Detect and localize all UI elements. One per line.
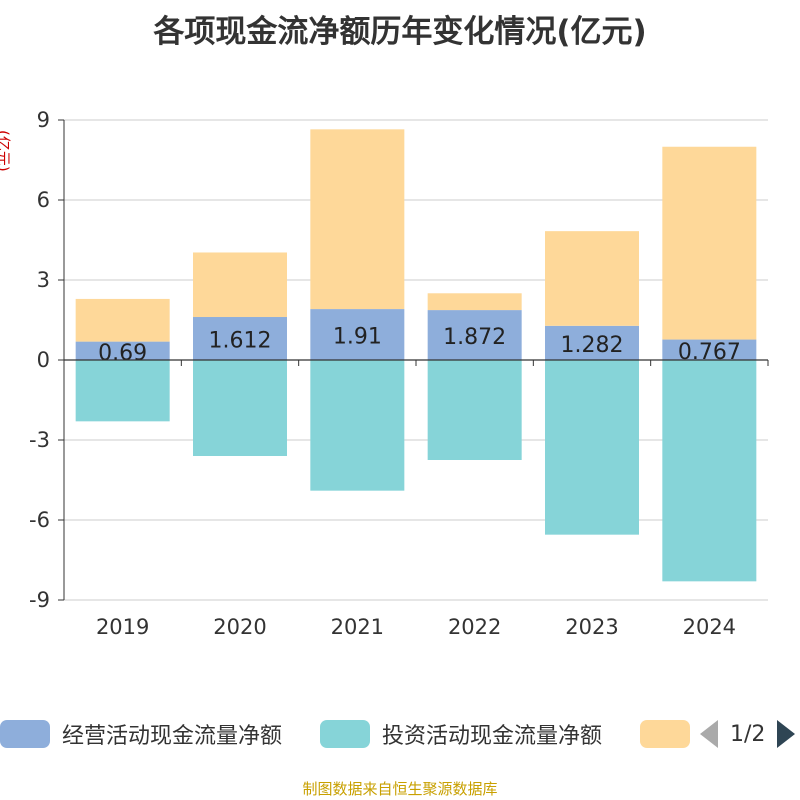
x-tick-label: 2024 — [683, 615, 736, 639]
y-tick-label: 0 — [37, 348, 50, 372]
legend-next-icon[interactable] — [777, 720, 796, 748]
y-tick-label: -9 — [29, 588, 50, 612]
bar-investing-2024 — [662, 360, 757, 582]
y-tick-label: 6 — [37, 188, 50, 212]
legend-item-third[interactable] — [640, 716, 702, 752]
bar-investing-2021 — [310, 360, 405, 491]
legend-item-operating[interactable]: 经营活动现金流量净额 — [0, 716, 282, 752]
x-tick-label: 2020 — [213, 615, 266, 639]
bar-operating-2022 — [427, 310, 522, 360]
y-tick-label: 9 — [37, 108, 50, 132]
bar-operating-2019 — [75, 341, 170, 360]
bar-third-2022 — [427, 293, 522, 311]
bar-third-2021 — [310, 129, 405, 310]
data-label-operating: 1.91 — [333, 325, 382, 350]
bar-investing-2023 — [545, 360, 639, 535]
bar-operating-2021 — [310, 309, 405, 360]
bar-third-2024 — [662, 146, 757, 340]
legend-swatch-investing — [320, 720, 370, 748]
bar-third-2023 — [545, 231, 639, 326]
x-tick-label: 2021 — [331, 615, 384, 639]
legend-swatch-third — [640, 720, 690, 748]
bar-operating-2024 — [662, 339, 757, 360]
bar-investing-2022 — [427, 360, 522, 460]
bar-operating-2023 — [545, 325, 639, 360]
data-label-operating: 1.612 — [209, 329, 272, 354]
legend: 经营活动现金流量净额 投资活动现金流量净额 1/2 — [0, 716, 800, 756]
data-label-operating: 1.872 — [443, 325, 506, 350]
legend-prev-icon[interactable] — [700, 720, 718, 748]
data-label-operating: 0.69 — [98, 341, 147, 366]
x-tick-label: 2019 — [96, 615, 149, 639]
bar-third-2019 — [75, 298, 170, 342]
y-tick-label: -6 — [29, 508, 50, 532]
chart: 9 6 3 0 -3 -6 -9 0.69 2019 1.612 2020 1.91 2021 1.872… — [29, 108, 769, 639]
legend-item-investing[interactable]: 投资活动现金流量净额 — [320, 716, 602, 752]
legend-swatch-operating — [0, 720, 50, 748]
data-source-footer: 制图数据来自恒生聚源数据库 — [302, 780, 498, 798]
legend-pager: 1/2 — [700, 716, 796, 752]
bar-operating-2020 — [193, 317, 287, 360]
y-axis-label: (亿元) — [0, 130, 12, 172]
chart-title: 各项现金流净额历年变化情况(亿元) — [153, 14, 647, 50]
x-tick-label: 2023 — [565, 615, 618, 639]
legend-label-operating: 经营活动现金流量净额 — [62, 724, 283, 749]
y-tick-label: -3 — [29, 428, 50, 452]
x-tick-label: 2022 — [448, 615, 501, 639]
data-label-operating: 0.767 — [678, 340, 741, 365]
legend-page-indicator: 1/2 — [730, 721, 766, 747]
bar-investing-2019 — [75, 360, 170, 422]
data-label-operating: 1.282 — [561, 333, 624, 358]
legend-label-investing: 投资活动现金流量净额 — [382, 724, 603, 749]
bar-investing-2020 — [193, 360, 287, 456]
y-tick-label: 3 — [37, 268, 50, 292]
bar-third-2020 — [193, 252, 287, 318]
